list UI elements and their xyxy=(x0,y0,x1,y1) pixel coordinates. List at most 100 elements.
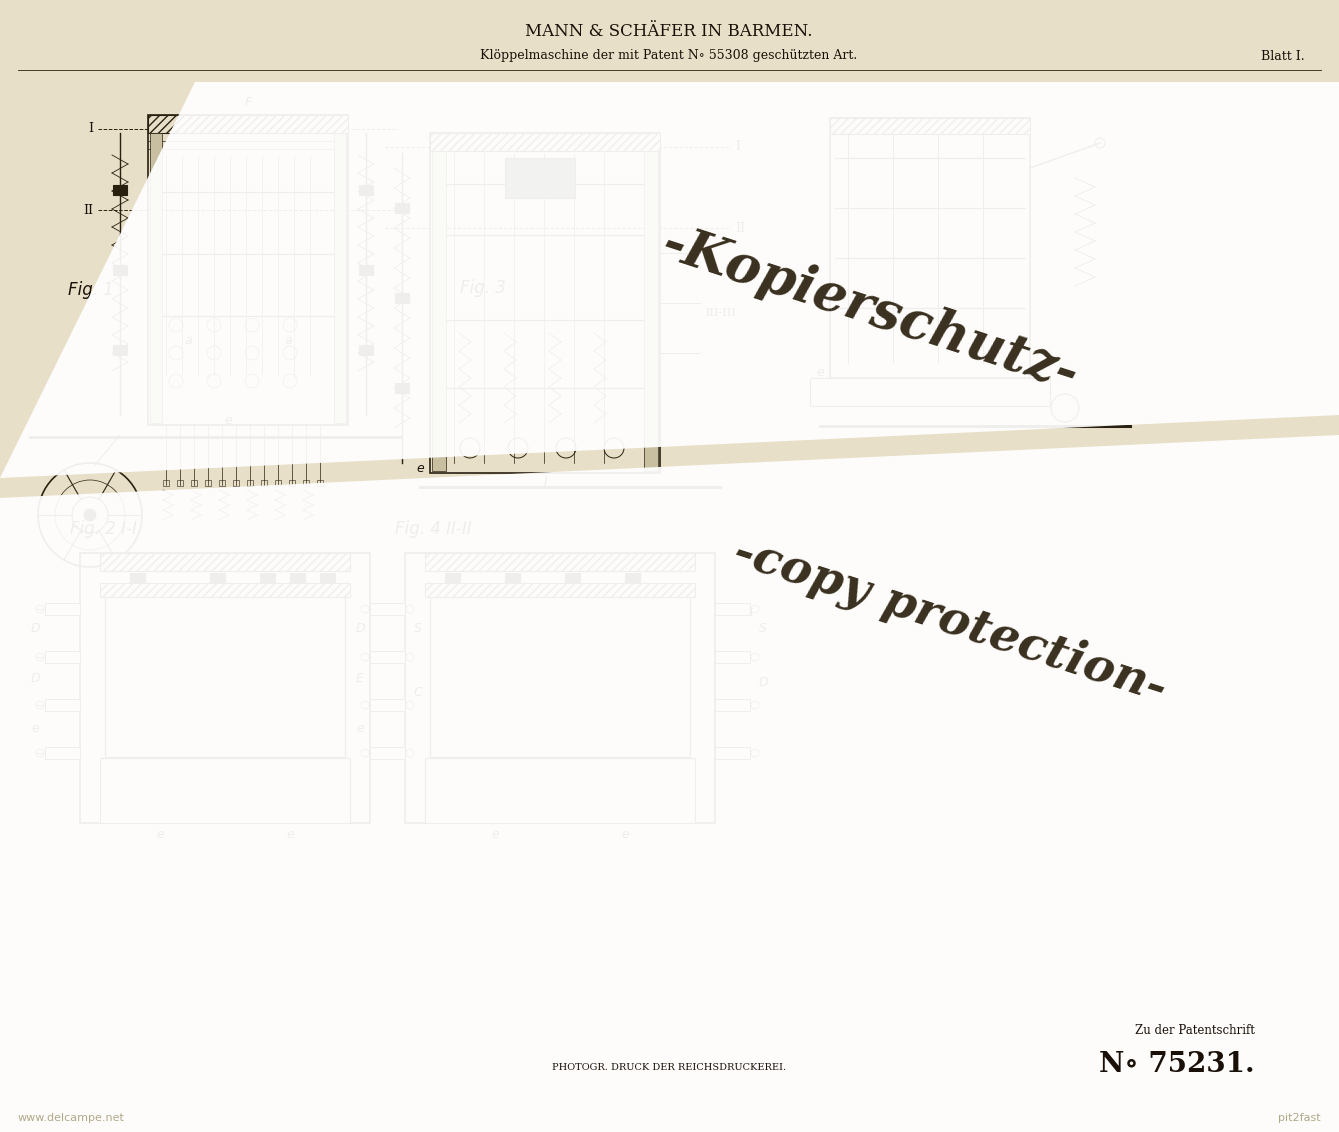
Text: Fig. 4 II-II: Fig. 4 II-II xyxy=(395,520,471,538)
Bar xyxy=(46,747,80,758)
Text: II: II xyxy=(83,204,92,216)
Bar xyxy=(210,573,225,583)
Bar xyxy=(149,115,348,132)
Bar xyxy=(445,573,461,583)
Text: e: e xyxy=(817,367,823,379)
Bar xyxy=(274,480,281,486)
Text: e: e xyxy=(491,829,499,841)
Bar xyxy=(317,480,323,486)
Text: e: e xyxy=(621,829,629,841)
Bar xyxy=(432,151,446,471)
Bar xyxy=(220,480,225,486)
Text: II: II xyxy=(735,222,744,234)
Bar xyxy=(46,603,80,615)
Bar xyxy=(104,597,345,757)
Text: S: S xyxy=(414,621,422,635)
Text: e: e xyxy=(157,829,163,841)
Text: E: E xyxy=(356,671,364,685)
Bar xyxy=(177,480,183,486)
Bar xyxy=(370,747,404,758)
Bar xyxy=(100,554,349,571)
Bar xyxy=(100,758,349,823)
Text: Klöppelmaschine der mit Patent N∘ 55308 geschützten Art.: Klöppelmaschine der mit Patent N∘ 55308 … xyxy=(481,50,857,62)
Bar xyxy=(370,698,404,711)
Text: -copy protection-: -copy protection- xyxy=(727,528,1173,712)
Text: D: D xyxy=(31,621,40,635)
Bar xyxy=(46,651,80,663)
Text: Blatt I.: Blatt I. xyxy=(1261,50,1306,62)
Bar xyxy=(46,698,80,711)
Bar xyxy=(644,151,657,471)
Bar xyxy=(261,480,266,486)
Bar xyxy=(810,378,1050,406)
Text: III: III xyxy=(740,608,754,618)
Bar xyxy=(112,345,127,355)
Text: F: F xyxy=(245,96,252,109)
Bar xyxy=(424,758,695,823)
Text: e: e xyxy=(287,829,293,841)
Bar xyxy=(715,747,750,758)
Bar xyxy=(505,158,574,198)
Bar xyxy=(395,203,408,213)
Text: D: D xyxy=(758,677,767,689)
Text: Fig. 1: Fig. 1 xyxy=(68,281,114,299)
Text: D: D xyxy=(355,621,364,635)
Bar xyxy=(370,747,404,758)
Text: -Kopierschutz-: -Kopierschutz- xyxy=(655,218,1085,402)
Bar xyxy=(112,185,127,195)
Text: J: J xyxy=(544,474,546,488)
Bar xyxy=(100,583,349,597)
Bar xyxy=(395,293,408,303)
Bar xyxy=(370,603,404,615)
Bar xyxy=(80,554,370,823)
Bar xyxy=(359,265,374,275)
Text: e: e xyxy=(31,721,39,735)
Bar xyxy=(205,480,212,486)
Bar xyxy=(289,480,295,486)
Text: I: I xyxy=(735,140,740,154)
Text: Fig. 2 I-I: Fig. 2 I-I xyxy=(70,520,137,538)
Bar xyxy=(424,554,695,571)
Text: D: D xyxy=(31,671,40,685)
Bar xyxy=(830,118,1030,134)
Bar xyxy=(150,132,162,423)
Text: Fig. 3: Fig. 3 xyxy=(461,278,506,297)
Text: PHOTOGR. DRUCK DER REICHSDRUCKEREI.: PHOTOGR. DRUCK DER REICHSDRUCKEREI. xyxy=(552,1063,786,1072)
Bar xyxy=(715,603,750,615)
Bar xyxy=(370,651,404,663)
Text: Zu der Patentschrift: Zu der Patentschrift xyxy=(1135,1023,1255,1037)
Text: C: C xyxy=(414,686,422,700)
Bar xyxy=(430,132,660,473)
Bar xyxy=(370,651,404,663)
Bar xyxy=(359,345,374,355)
Bar xyxy=(260,573,274,583)
Bar xyxy=(430,132,660,151)
Bar xyxy=(395,383,408,393)
Text: e: e xyxy=(416,462,424,474)
Text: III-III: III-III xyxy=(706,308,735,318)
Polygon shape xyxy=(0,82,1339,478)
Bar xyxy=(715,698,750,711)
Bar xyxy=(505,573,520,583)
Bar xyxy=(565,573,580,583)
Bar xyxy=(424,583,695,597)
Circle shape xyxy=(84,509,96,521)
Bar xyxy=(404,554,715,823)
Text: MANN & SCHÄFER IN BARMEN.: MANN & SCHÄFER IN BARMEN. xyxy=(525,24,813,41)
Bar xyxy=(333,132,345,423)
Bar xyxy=(430,597,690,757)
Bar xyxy=(149,115,348,424)
Bar xyxy=(370,698,404,711)
Bar xyxy=(191,480,197,486)
Text: a: a xyxy=(284,334,292,346)
Text: pit2fast: pit2fast xyxy=(1279,1113,1322,1123)
Text: N∘ 75231.: N∘ 75231. xyxy=(1099,1052,1255,1079)
Bar xyxy=(320,573,335,583)
Polygon shape xyxy=(0,435,1339,1132)
Bar xyxy=(291,573,305,583)
Text: a: a xyxy=(185,334,191,346)
Bar xyxy=(370,603,404,615)
Bar xyxy=(246,480,253,486)
Bar xyxy=(130,573,145,583)
Text: www.delcampe.net: www.delcampe.net xyxy=(17,1113,125,1123)
